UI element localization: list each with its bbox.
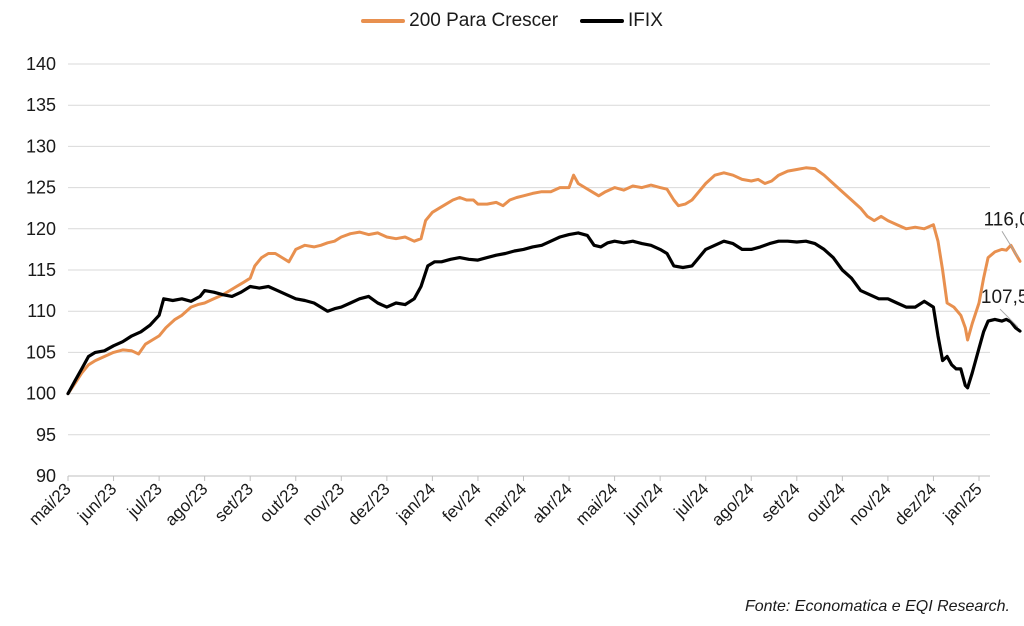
chart-legend: 200 Para Crescer IFIX xyxy=(0,10,1024,32)
y-tick-label-135: 135 xyxy=(26,95,56,115)
y-tick-label-115: 115 xyxy=(27,260,56,280)
end-label-200-para-crescer: 116,06 xyxy=(984,209,1024,230)
legend-item-ifix: IFIX xyxy=(580,10,663,32)
x-tick-label-5: out/23 xyxy=(256,479,303,526)
x-tick-label-15: ago/24 xyxy=(708,479,758,529)
end-label-leader-0 xyxy=(1001,231,1019,258)
x-tick-label-3: ago/23 xyxy=(161,479,211,529)
y-tick-label-105: 105 xyxy=(26,342,56,362)
x-tick-label-20: jan/25 xyxy=(939,479,986,526)
y-tick-label-110: 110 xyxy=(27,301,56,321)
series-line-ifix xyxy=(66,231,1022,396)
x-tick-label-4: set/23 xyxy=(211,479,257,525)
x-tick-label-1: jun/23 xyxy=(73,479,120,526)
legend-label-ifix: IFIX xyxy=(628,10,663,31)
legend-swatch-orange xyxy=(361,19,406,23)
x-tick-label-7: dez/23 xyxy=(344,479,394,529)
end-label-ifix: 107,59 xyxy=(981,287,1024,308)
x-tick-label-16: set/24 xyxy=(757,479,803,525)
x-tick-label-18: nov/24 xyxy=(845,479,895,529)
legend-item-200-para-crescer: 200 Para Crescer xyxy=(361,10,558,32)
x-tick-label-9: fev/24 xyxy=(439,479,485,525)
x-tick-label-0: mai/23 xyxy=(25,479,75,529)
series-line-200-para-crescer xyxy=(66,166,1022,396)
y-tick-label-100: 100 xyxy=(26,384,56,404)
y-tick-label-140: 140 xyxy=(26,54,56,74)
x-tick-label-12: mai/24 xyxy=(572,479,622,529)
legend-swatch-black xyxy=(580,19,625,23)
y-tick-label-125: 125 xyxy=(26,178,56,198)
x-tick-label-13: jun/24 xyxy=(620,479,667,526)
x-tick-label-11: abr/24 xyxy=(528,479,576,527)
x-tick-label-8: jan/24 xyxy=(392,479,439,526)
legend-label-200-para-crescer: 200 Para Crescer xyxy=(409,10,559,31)
y-tick-label-95: 95 xyxy=(36,425,56,445)
x-tick-label-19: dez/24 xyxy=(891,479,941,529)
x-tick-label-6: nov/23 xyxy=(299,479,349,529)
source-note: Fonte: Economatica e EQI Research. xyxy=(744,598,1010,615)
end-label-leader-1 xyxy=(999,308,1019,328)
y-tick-label-130: 130 xyxy=(26,136,56,156)
x-tick-label-17: out/24 xyxy=(802,479,849,526)
y-tick-label-90: 90 xyxy=(36,466,56,486)
x-tick-label-2: jul/23 xyxy=(123,479,166,522)
y-tick-label-120: 120 xyxy=(26,219,56,239)
x-tick-label-14: jul/24 xyxy=(670,479,713,522)
x-tick-label-10: mar/24 xyxy=(479,479,530,530)
